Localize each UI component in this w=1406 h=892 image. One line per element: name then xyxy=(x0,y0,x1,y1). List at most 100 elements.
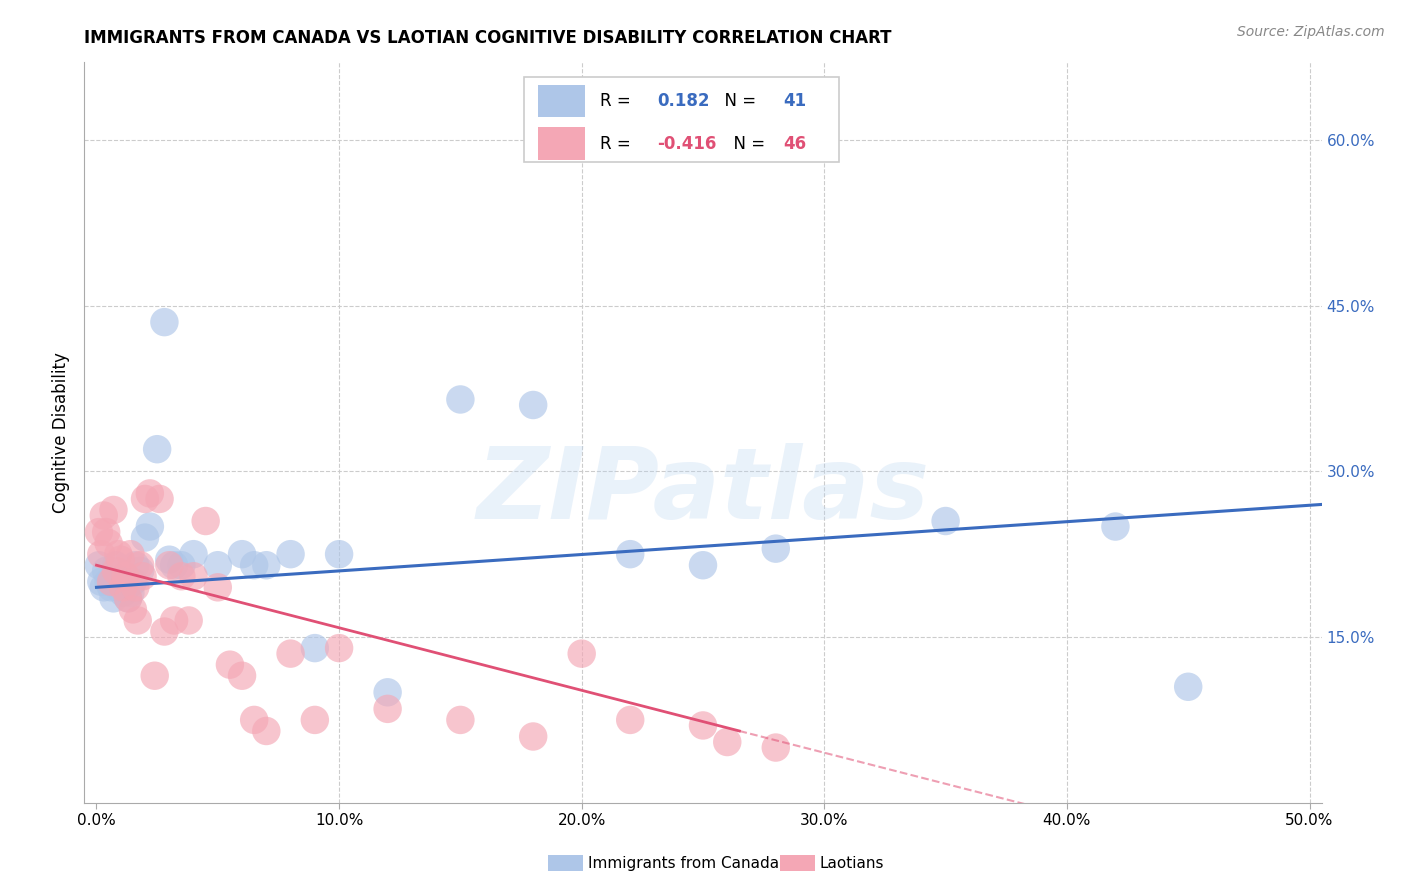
Point xyxy=(96,564,118,578)
Point xyxy=(87,524,110,539)
Point xyxy=(104,558,127,573)
Point xyxy=(207,558,229,573)
Point xyxy=(96,524,118,539)
Point xyxy=(97,574,120,589)
Point xyxy=(103,591,125,606)
Text: R =: R = xyxy=(600,135,637,153)
Point xyxy=(139,486,162,500)
Point xyxy=(254,723,277,738)
Text: Immigrants from Canada: Immigrants from Canada xyxy=(588,856,779,871)
Point xyxy=(716,735,738,749)
Point xyxy=(122,574,145,589)
Point xyxy=(183,569,205,583)
Point xyxy=(124,580,146,594)
Point xyxy=(139,519,162,533)
Text: ZIPatlas: ZIPatlas xyxy=(477,443,929,541)
Point xyxy=(219,657,242,672)
Point xyxy=(207,580,229,594)
Point xyxy=(231,669,253,683)
Text: IMMIGRANTS FROM CANADA VS LAOTIAN COGNITIVE DISABILITY CORRELATION CHART: IMMIGRANTS FROM CANADA VS LAOTIAN COGNIT… xyxy=(84,29,891,47)
Text: -0.416: -0.416 xyxy=(657,135,717,153)
Point xyxy=(97,536,120,550)
Point xyxy=(103,503,125,517)
Point xyxy=(619,547,641,561)
Point xyxy=(112,580,135,594)
Point xyxy=(449,713,471,727)
Point xyxy=(170,558,193,573)
Point xyxy=(571,647,593,661)
Point xyxy=(231,547,253,561)
Point xyxy=(129,558,152,573)
Point xyxy=(153,315,176,329)
Point xyxy=(765,740,787,755)
Point xyxy=(114,569,136,583)
Text: Source: ZipAtlas.com: Source: ZipAtlas.com xyxy=(1237,25,1385,39)
Point xyxy=(157,558,180,573)
Point xyxy=(157,552,180,566)
Point xyxy=(449,392,471,407)
Point xyxy=(143,669,166,683)
Text: N =: N = xyxy=(714,92,762,110)
Point xyxy=(935,514,957,528)
Point xyxy=(1104,519,1126,533)
Point xyxy=(87,558,110,573)
Point xyxy=(194,514,217,528)
Point xyxy=(522,398,544,412)
Point xyxy=(328,547,350,561)
Point xyxy=(170,569,193,583)
Point xyxy=(177,614,200,628)
Bar xyxy=(538,128,585,160)
Text: N =: N = xyxy=(723,135,770,153)
Point xyxy=(619,713,641,727)
Point xyxy=(124,558,146,573)
Point xyxy=(129,564,152,578)
Point xyxy=(280,647,302,661)
Point xyxy=(100,580,122,594)
Point xyxy=(243,713,266,727)
Point xyxy=(110,574,132,589)
Text: 0.182: 0.182 xyxy=(657,92,710,110)
Point xyxy=(765,541,787,556)
Point xyxy=(146,442,169,457)
Y-axis label: Cognitive Disability: Cognitive Disability xyxy=(52,352,70,513)
Point xyxy=(377,702,399,716)
Bar xyxy=(538,85,585,117)
Point xyxy=(163,558,186,573)
Point xyxy=(93,508,115,523)
Point xyxy=(692,558,714,573)
Point xyxy=(107,547,129,561)
Point xyxy=(110,552,132,566)
Point xyxy=(90,547,112,561)
Point xyxy=(163,614,186,628)
Point xyxy=(131,569,153,583)
Point xyxy=(304,641,326,656)
Point xyxy=(134,491,156,506)
Point xyxy=(104,564,127,578)
Point xyxy=(153,624,176,639)
Point xyxy=(112,586,135,600)
Point xyxy=(90,574,112,589)
Point xyxy=(328,641,350,656)
Text: 46: 46 xyxy=(783,135,807,153)
Text: Laotians: Laotians xyxy=(820,856,884,871)
Point xyxy=(107,580,129,594)
Point xyxy=(280,547,302,561)
Point xyxy=(127,614,149,628)
Point xyxy=(692,718,714,732)
Point xyxy=(134,531,156,545)
Point xyxy=(243,558,266,573)
Point xyxy=(114,580,136,594)
FancyBboxPatch shape xyxy=(523,78,839,162)
Point xyxy=(522,730,544,744)
Point xyxy=(117,591,139,606)
Point xyxy=(122,602,145,616)
Point xyxy=(183,547,205,561)
Point xyxy=(254,558,277,573)
Point xyxy=(148,491,170,506)
Text: R =: R = xyxy=(600,92,637,110)
Point xyxy=(100,574,122,589)
Point xyxy=(120,586,142,600)
Point xyxy=(117,591,139,606)
Text: 41: 41 xyxy=(783,92,807,110)
Point xyxy=(377,685,399,699)
